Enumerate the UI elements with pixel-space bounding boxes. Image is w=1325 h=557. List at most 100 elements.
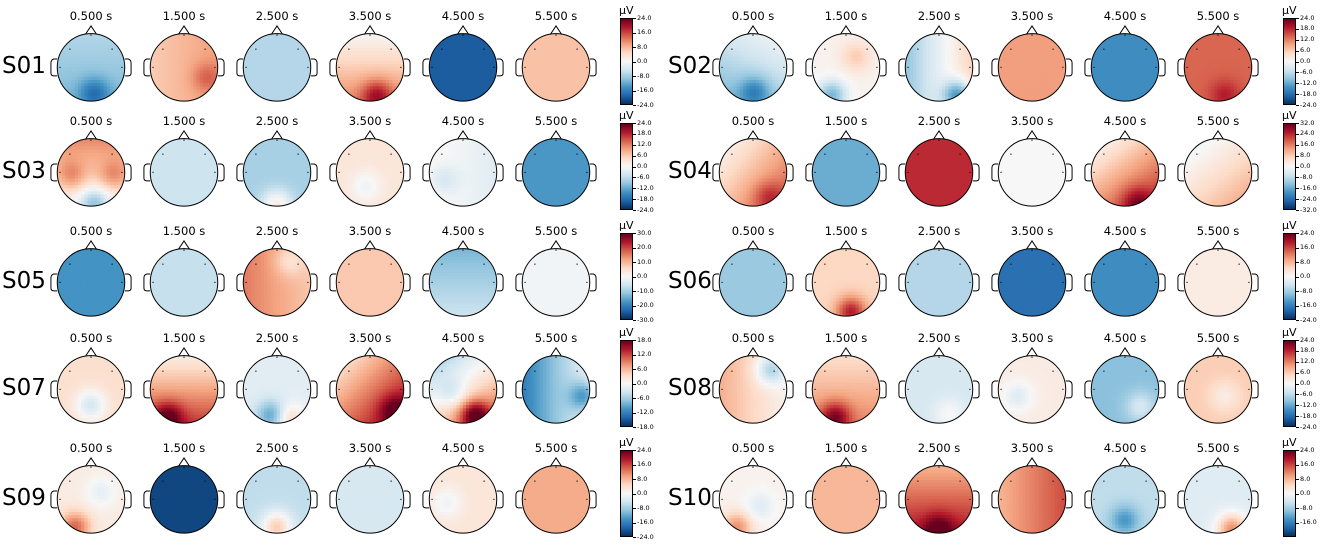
topomap-cell <box>855 54 859 59</box>
topomap-cell <box>775 54 779 59</box>
topomap-cell <box>1028 76 1033 81</box>
topomap-cell <box>469 51 473 55</box>
topomap-cell <box>350 51 355 55</box>
topomap-cell <box>935 83 940 87</box>
topomap-cell <box>1105 33 1110 36</box>
topomap-cell <box>71 67 76 71</box>
topomap-cell <box>171 57 175 62</box>
topomap-cell <box>1124 33 1129 36</box>
topomap-cell <box>90 73 95 78</box>
sensor-marker <box>876 66 878 69</box>
topomap-cell <box>935 44 940 49</box>
topomap-cell <box>196 60 201 65</box>
topomap-cell <box>574 70 579 75</box>
topomap-cell <box>558 33 563 36</box>
topomap-cell <box>1025 41 1030 46</box>
topomap-cell <box>961 51 965 55</box>
topomap-cell <box>243 51 246 55</box>
topomap-cell <box>1031 76 1036 81</box>
topomap-cell <box>916 79 921 84</box>
topomap-cell <box>341 89 345 94</box>
topomap-cell <box>376 76 380 81</box>
topomap-cell <box>116 35 120 39</box>
topomap-cell <box>103 60 108 65</box>
subject-label: S02 <box>668 55 712 78</box>
topomap-cell <box>910 51 914 55</box>
topomap-cell <box>558 51 563 55</box>
topomap-cell <box>81 67 85 71</box>
topomap-cell <box>733 44 738 49</box>
topomap-cell <box>443 73 448 78</box>
topomap-cell <box>276 73 281 78</box>
topomap-cell <box>337 35 342 39</box>
topomap-cell <box>1025 89 1030 94</box>
topomap-cell <box>478 41 483 46</box>
topomap-cell <box>494 35 497 39</box>
topomap-cell <box>177 79 182 84</box>
topomap-cell <box>1006 63 1010 68</box>
topomap-cell <box>1015 57 1020 62</box>
topomap-cell <box>812 41 815 46</box>
topomap-cell <box>954 73 959 78</box>
topomap-cell <box>344 86 348 90</box>
topomap-cell <box>353 73 358 78</box>
topomap-cell <box>78 57 82 62</box>
topomap-cell <box>929 51 933 55</box>
topomap-cell <box>584 54 589 59</box>
topomap-cell <box>81 57 85 62</box>
topomap-cell <box>209 60 213 65</box>
topomap-cell <box>967 70 972 75</box>
topomap-cell <box>113 48 117 52</box>
topomap-cell <box>65 60 69 65</box>
topomap-cell <box>1019 41 1023 46</box>
topomap-cell <box>759 70 763 75</box>
topomap-cell <box>491 60 496 65</box>
topomap-cell <box>948 73 952 78</box>
topomap-cell <box>916 57 921 62</box>
topomap-cell <box>251 63 255 68</box>
topomap-cell <box>941 89 946 94</box>
topomap-cell <box>877 99 880 102</box>
topomap-cell <box>302 57 306 62</box>
topomap-cell <box>957 57 962 62</box>
topomap-cell <box>813 33 818 36</box>
topomap-cell <box>926 67 930 71</box>
topomap-cell <box>842 51 847 55</box>
topomap-cell <box>1006 33 1010 36</box>
topomap-cell <box>472 79 476 84</box>
topomap-cell <box>164 54 169 59</box>
topomap-cell <box>916 51 921 55</box>
topomap-cell <box>755 54 760 59</box>
topomap-cell <box>829 51 834 55</box>
topomap-cell <box>429 70 432 75</box>
topomap-cell <box>270 76 275 81</box>
topomap-cell <box>926 76 930 81</box>
topomap-cell <box>440 89 445 94</box>
topomap-cell <box>752 83 757 87</box>
topomap-cell <box>536 92 541 97</box>
topomap-cell <box>740 48 744 52</box>
topomap-cell <box>584 67 589 71</box>
topomap-cell <box>929 63 933 68</box>
topomap-cell <box>523 57 528 62</box>
topomap-cell <box>58 38 63 43</box>
topomap-cell <box>196 92 201 97</box>
topomap-cell <box>1044 70 1049 75</box>
topomap-cell <box>829 92 834 97</box>
topomap-cell <box>465 76 470 81</box>
topomap-cell <box>571 92 576 97</box>
topomap-cell <box>155 73 159 78</box>
topomap-cell <box>385 54 390 59</box>
topomap-cell <box>1022 51 1026 55</box>
topomap-cell <box>353 54 358 59</box>
topomap-cell <box>244 70 249 75</box>
topomap-cell <box>749 41 754 46</box>
topomap-cell <box>913 76 917 81</box>
topomap-cell <box>1047 76 1052 81</box>
topomap-cell <box>372 83 377 87</box>
topomap-cell <box>62 92 66 97</box>
topomap-cell <box>209 95 213 100</box>
topomap-cell <box>957 86 962 90</box>
topomap-cell <box>730 41 735 46</box>
topomap-cell <box>103 44 108 49</box>
